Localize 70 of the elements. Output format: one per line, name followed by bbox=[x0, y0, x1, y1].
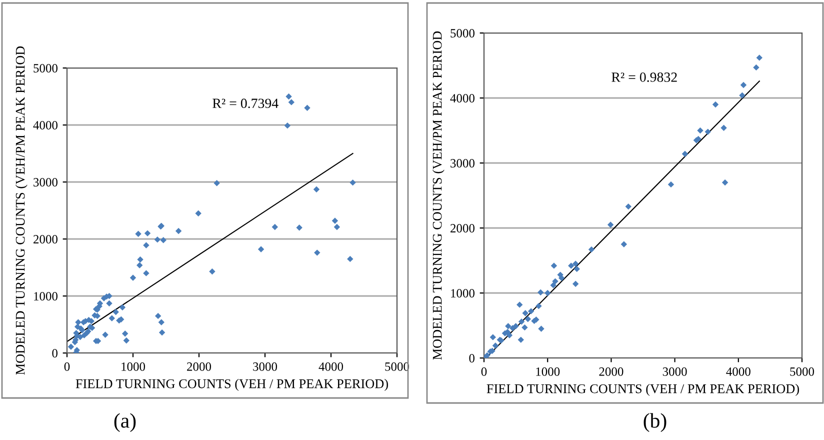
y-tick-label: 4000 bbox=[33, 121, 58, 130]
point bbox=[588, 246, 595, 253]
point bbox=[550, 282, 556, 288]
point bbox=[490, 334, 496, 340]
point bbox=[505, 323, 512, 330]
point bbox=[704, 128, 711, 135]
y-tick-label: 1000 bbox=[34, 292, 58, 300]
point bbox=[753, 64, 760, 71]
y-tick-label: 2000 bbox=[34, 235, 58, 244]
point bbox=[538, 289, 544, 296]
point bbox=[756, 54, 762, 61]
point bbox=[536, 302, 542, 310]
y-tick-label: 2000 bbox=[450, 224, 474, 232]
point bbox=[552, 278, 558, 284]
point bbox=[518, 318, 525, 325]
y-tick-label: 0 bbox=[469, 354, 474, 362]
x-tick-label: 5000 bbox=[790, 367, 814, 376]
y-tick-label: 4000 bbox=[450, 94, 474, 102]
point bbox=[512, 323, 519, 330]
point bbox=[720, 124, 727, 132]
x-tick-label: 4000 bbox=[318, 362, 344, 371]
point bbox=[492, 342, 499, 349]
point bbox=[506, 332, 513, 338]
point bbox=[568, 262, 574, 269]
x-axis-title: FIELD TURNING COUNTS (VEH / PM PEAK PERIOD) bbox=[76, 378, 388, 391]
point bbox=[522, 324, 528, 331]
x-tick-label: 3000 bbox=[253, 362, 278, 371]
x-tick-label: 4000 bbox=[726, 367, 750, 376]
point bbox=[522, 310, 528, 316]
y-tick-label: 3000 bbox=[450, 159, 474, 168]
y-tick-label: 0 bbox=[52, 349, 58, 358]
point bbox=[572, 260, 579, 267]
point bbox=[516, 302, 523, 308]
text: (b) bbox=[644, 413, 666, 432]
y-tick-label: 1000 bbox=[451, 289, 474, 298]
point bbox=[528, 308, 534, 314]
x-tick-label: 3000 bbox=[662, 367, 687, 376]
x-tick-label: 2000 bbox=[187, 362, 212, 371]
point bbox=[518, 336, 524, 343]
y-axis-title: MODELED TURNING COUNTS (VEH/PM PEAK PERIOD bbox=[432, 31, 444, 360]
point bbox=[625, 203, 632, 210]
x-tick-label: 0 bbox=[64, 362, 70, 371]
point bbox=[697, 127, 704, 134]
y-tick-label: 5000 bbox=[450, 29, 474, 38]
point bbox=[544, 290, 551, 296]
y-axis-title: MODELED TURNING COUNTS (VEH/PM PEAK PERIOD bbox=[15, 46, 28, 375]
point bbox=[524, 316, 531, 322]
point bbox=[739, 92, 746, 99]
x-tick-label: 2000 bbox=[599, 367, 624, 376]
point bbox=[558, 274, 565, 282]
point bbox=[722, 179, 728, 186]
x-tick-label: 1000 bbox=[536, 367, 560, 376]
y-tick-label: 3000 bbox=[34, 178, 58, 186]
y-tick-label: 5000 bbox=[34, 64, 58, 72]
point bbox=[572, 280, 579, 288]
annotation: R² = 0.9832 bbox=[612, 72, 677, 82]
point bbox=[682, 150, 688, 158]
point bbox=[607, 222, 614, 228]
point bbox=[620, 241, 628, 248]
point bbox=[538, 326, 544, 332]
text: (a) bbox=[114, 413, 136, 432]
point bbox=[574, 266, 580, 272]
x-tick-label: 0 bbox=[481, 367, 487, 376]
x-axis-title: FIELD TURNING COUNTS (VEH / PM PEAK PERIOD) bbox=[486, 384, 799, 396]
point bbox=[740, 82, 747, 88]
point bbox=[712, 101, 719, 108]
x-tick-label: 1000 bbox=[122, 362, 146, 371]
annotation: R² = 0.7394 bbox=[212, 98, 278, 108]
point bbox=[668, 181, 674, 188]
point bbox=[550, 262, 558, 269]
